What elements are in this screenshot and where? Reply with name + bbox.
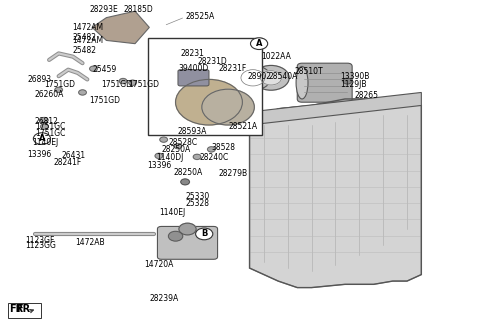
Text: 28279B: 28279B	[218, 169, 248, 178]
Text: 1472AM
25482: 1472AM 25482	[72, 23, 103, 42]
Text: 28250A: 28250A	[173, 168, 203, 177]
Text: 28231F: 28231F	[218, 64, 247, 72]
Text: 28239A: 28239A	[149, 295, 179, 303]
Circle shape	[176, 79, 242, 125]
Text: 1123GF: 1123GF	[25, 236, 55, 245]
Circle shape	[168, 231, 183, 241]
Text: 25459: 25459	[92, 65, 116, 74]
Ellipse shape	[296, 67, 308, 99]
Text: 26431: 26431	[61, 151, 85, 160]
Circle shape	[55, 87, 62, 92]
Circle shape	[160, 137, 168, 142]
Text: 1140DJ: 1140DJ	[156, 153, 184, 162]
FancyBboxPatch shape	[157, 226, 217, 259]
Circle shape	[179, 223, 196, 235]
Text: 1751GD: 1751GD	[102, 80, 132, 89]
Text: 1123GG: 1123GG	[25, 241, 56, 251]
Circle shape	[251, 38, 268, 50]
Text: 28231D: 28231D	[197, 57, 227, 66]
Circle shape	[193, 154, 201, 159]
Circle shape	[202, 89, 254, 125]
Text: 28510T: 28510T	[295, 67, 324, 76]
Text: 28185D: 28185D	[123, 5, 153, 14]
Text: 26260A: 26260A	[35, 90, 64, 99]
Circle shape	[119, 78, 127, 84]
Circle shape	[196, 228, 213, 240]
Text: 28521A: 28521A	[228, 122, 257, 131]
Text: 28293E: 28293E	[90, 5, 119, 14]
Circle shape	[174, 144, 182, 149]
Text: 1751GD: 1751GD	[128, 80, 159, 89]
Circle shape	[90, 66, 97, 71]
Text: 13396: 13396	[147, 161, 171, 170]
FancyBboxPatch shape	[148, 38, 263, 135]
Text: 1751GD: 1751GD	[90, 96, 120, 105]
Circle shape	[241, 70, 265, 86]
Text: 39400D: 39400D	[178, 64, 208, 72]
Text: 1751GC: 1751GC	[35, 129, 65, 138]
Text: 1140EJ: 1140EJ	[33, 138, 59, 147]
FancyBboxPatch shape	[178, 70, 209, 86]
Circle shape	[235, 66, 271, 90]
Text: 26893: 26893	[28, 75, 52, 84]
Text: 28250A: 28250A	[161, 145, 191, 154]
Text: 1472AB: 1472AB	[75, 237, 105, 247]
Circle shape	[155, 153, 163, 158]
Circle shape	[40, 124, 48, 129]
Text: 1022AA: 1022AA	[262, 52, 291, 61]
FancyBboxPatch shape	[297, 63, 352, 102]
Text: 25330: 25330	[185, 192, 209, 201]
Text: FR: FR	[16, 304, 30, 314]
Circle shape	[253, 66, 289, 90]
Circle shape	[207, 147, 215, 152]
Text: 13390B: 13390B	[340, 72, 370, 81]
Text: A: A	[256, 39, 263, 48]
Text: 13396: 13396	[28, 150, 52, 159]
Text: 38528: 38528	[211, 143, 235, 152]
Circle shape	[343, 78, 352, 84]
Polygon shape	[250, 99, 421, 288]
Circle shape	[261, 71, 281, 85]
Text: 28540A: 28540A	[269, 72, 298, 81]
Text: B: B	[201, 229, 207, 238]
Text: 14720A: 14720A	[144, 260, 174, 269]
Circle shape	[34, 133, 50, 145]
Text: 1751GC: 1751GC	[35, 122, 65, 131]
Text: 1140EJ: 1140EJ	[159, 208, 185, 217]
Text: 28593A: 28593A	[178, 127, 207, 136]
Text: 28265: 28265	[355, 91, 379, 100]
Polygon shape	[92, 11, 149, 44]
Text: 28231: 28231	[180, 49, 204, 58]
Circle shape	[79, 90, 86, 95]
Circle shape	[40, 117, 48, 123]
Text: 28241F: 28241F	[54, 158, 82, 167]
Text: FR: FR	[9, 304, 23, 314]
Text: 26812: 26812	[35, 117, 59, 126]
Circle shape	[129, 80, 136, 85]
Polygon shape	[250, 92, 421, 125]
FancyArrowPatch shape	[30, 310, 34, 313]
Text: 28528C: 28528C	[168, 138, 198, 147]
Text: A: A	[39, 134, 45, 143]
Text: 28902: 28902	[247, 72, 271, 81]
Text: 25328: 25328	[185, 198, 209, 208]
Text: 28240C: 28240C	[199, 153, 228, 162]
Text: 1129JB: 1129JB	[340, 80, 367, 89]
Text: 1751GD: 1751GD	[44, 80, 75, 89]
Circle shape	[181, 179, 190, 185]
Text: 1472AM
25482: 1472AM 25482	[72, 36, 103, 55]
Text: 28525A: 28525A	[185, 11, 215, 21]
